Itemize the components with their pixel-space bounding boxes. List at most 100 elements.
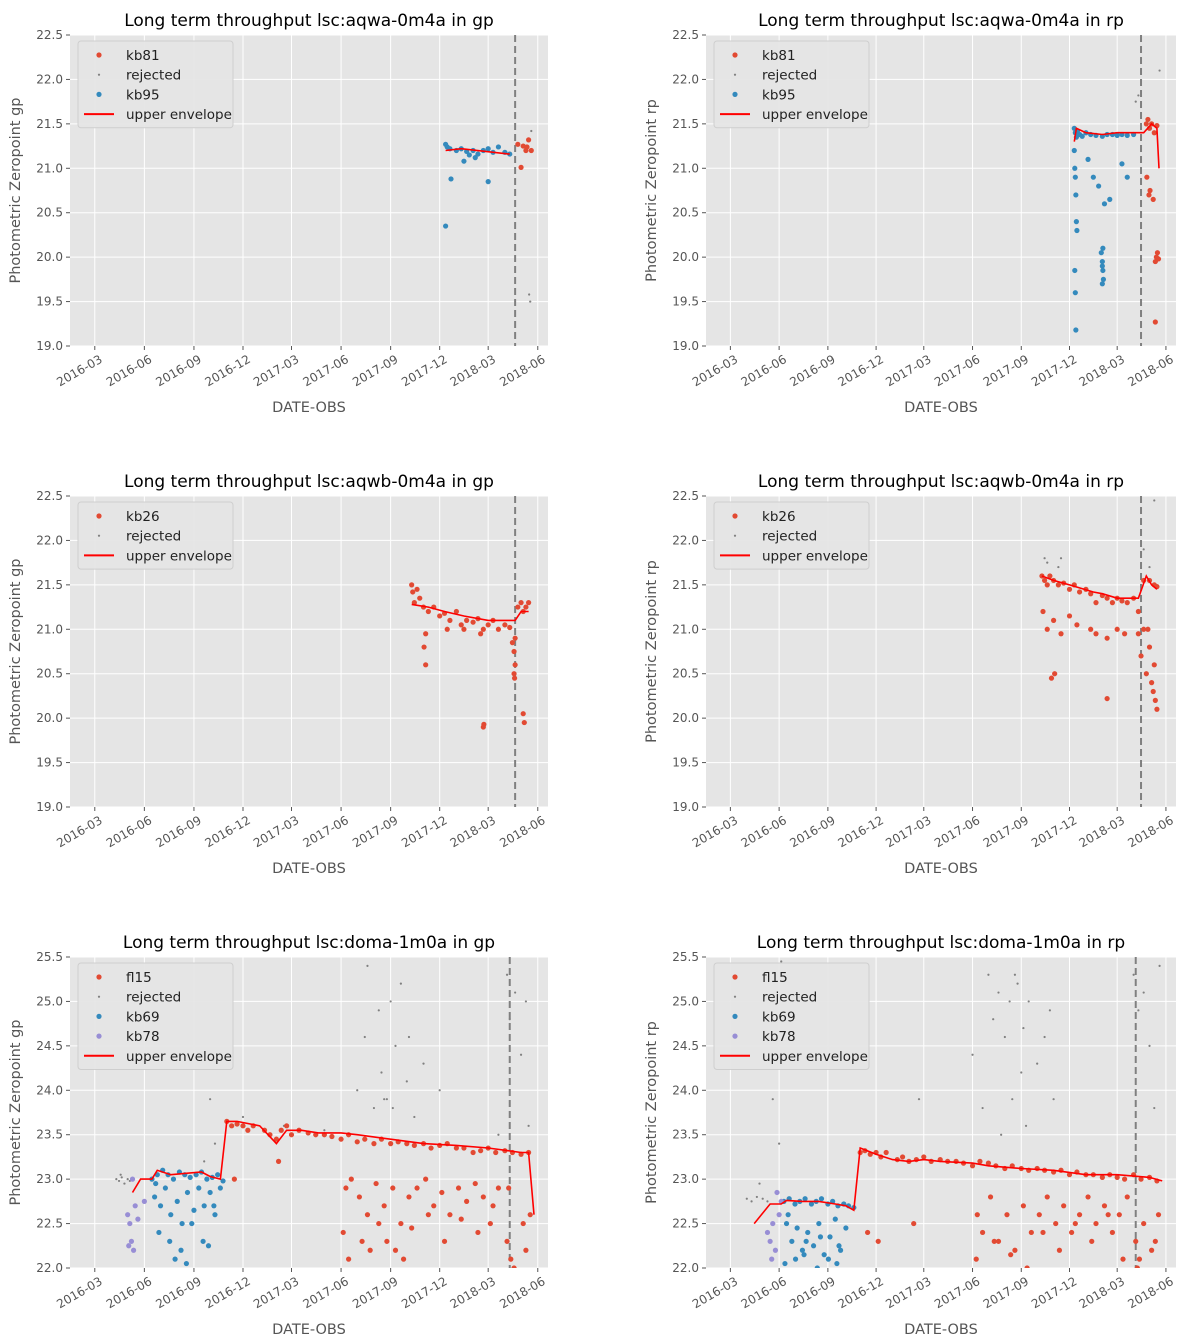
fl15-point	[425, 1212, 431, 1218]
y-tick-label: 21.5	[672, 117, 699, 131]
kb26-point	[458, 622, 464, 628]
kb78-point	[127, 1220, 133, 1227]
fl15-point	[329, 1133, 335, 1140]
kb26-point	[1114, 626, 1120, 632]
x-tick-label: 2018-03	[1077, 352, 1127, 389]
kb69-point	[785, 1212, 791, 1218]
x-tick-label: 2018-06	[497, 352, 547, 389]
fl15-point	[343, 1185, 349, 1191]
kb26-point	[478, 631, 484, 637]
kb69-point	[156, 1229, 162, 1236]
kb26-point	[1093, 600, 1099, 606]
legend-label: kb95	[126, 87, 160, 103]
data-layer	[409, 496, 532, 807]
rejected-point	[758, 1182, 761, 1185]
fl15-point	[921, 1154, 927, 1160]
x-tick-label: 2016-09	[153, 1274, 203, 1311]
kb95-point	[1072, 267, 1078, 274]
legend-label: upper envelope	[126, 1049, 232, 1065]
fl15-point	[974, 1212, 980, 1218]
kb26-point	[1151, 662, 1157, 668]
legend-swatch-dot	[96, 1013, 102, 1020]
x-tick-label: 2017-06	[932, 1274, 982, 1311]
kb26-point	[515, 604, 521, 610]
kb26-point	[1052, 671, 1058, 677]
rejected-point	[514, 991, 517, 994]
rejected-point	[1142, 991, 1145, 994]
kb69-point	[802, 1196, 808, 1202]
data-layer	[443, 35, 534, 346]
kb69-point	[215, 1172, 221, 1178]
kb26-point	[1104, 595, 1110, 601]
rejected-point	[1137, 94, 1140, 97]
x-tick-label: 2016-06	[104, 813, 154, 850]
kb69-point	[179, 1220, 185, 1227]
rejected-point	[519, 1053, 523, 1056]
rejected-point	[1008, 1000, 1011, 1003]
fl15-point	[400, 1256, 407, 1262]
kb69-point	[178, 1247, 184, 1253]
kb26-point	[1050, 617, 1057, 624]
rejected-point	[1158, 69, 1161, 72]
x-tick-label: 2017-09	[350, 352, 400, 389]
kb78-point	[776, 1212, 782, 1218]
legend-swatch-dot	[96, 1033, 102, 1039]
y-tick-label: 22.0	[672, 533, 699, 547]
kb78-point	[125, 1212, 131, 1218]
x-axis-label: DATE-OBS	[904, 400, 978, 416]
rejected-point	[755, 1195, 758, 1199]
rejected-point	[1153, 499, 1156, 502]
fl15-point	[245, 1127, 251, 1133]
kb78-point	[770, 1220, 776, 1227]
kb69-point	[832, 1216, 838, 1222]
fl15-point	[1109, 1229, 1116, 1236]
legend-swatch-dot	[96, 974, 102, 980]
y-tick-label: 21.5	[36, 578, 63, 592]
x-axis-label: DATE-OBS	[272, 861, 346, 877]
kb26-point	[425, 608, 431, 615]
rejected-point	[123, 1182, 126, 1185]
rejected-point	[389, 1000, 392, 1003]
fl15-point	[367, 1247, 373, 1253]
x-tick-label: 2016-03	[54, 1274, 104, 1311]
rejected-point	[1013, 973, 1017, 976]
legend-swatch-dot	[733, 534, 737, 537]
kb69-point	[799, 1247, 806, 1253]
fl15-point	[1136, 1256, 1143, 1262]
x-tick-label: 2018-03	[1077, 813, 1127, 850]
fl15-point	[234, 1121, 240, 1127]
data-layer	[745, 957, 1163, 1268]
kb78-point	[132, 1203, 138, 1209]
x-tick-label: 2016-12	[202, 1274, 252, 1311]
x-tick-label: 2016-09	[787, 352, 837, 389]
data-layer	[1039, 496, 1160, 807]
kb69-point	[207, 1189, 213, 1196]
kb26-point	[480, 626, 486, 632]
rejected-point	[405, 1080, 408, 1083]
fl15-point	[381, 1203, 387, 1209]
fl15-point	[969, 1163, 976, 1169]
kb95-point	[475, 151, 481, 157]
kb95-point	[1107, 196, 1113, 202]
legend-label: rejected	[126, 529, 181, 545]
series-kb78	[125, 1176, 147, 1253]
kb26-point	[1122, 631, 1128, 637]
y-axis-label: Photometric Zeropoint gp	[8, 558, 24, 744]
x-tick-label: 2016-09	[787, 1274, 837, 1311]
kb95-point	[1072, 290, 1078, 296]
x-tick-label: 2018-03	[448, 1274, 498, 1311]
series-rejected	[1134, 69, 1161, 103]
fl15-point	[464, 1198, 470, 1204]
rejected-point	[771, 1098, 774, 1101]
rejected-point	[377, 1009, 380, 1012]
rejected-point	[917, 1098, 921, 1101]
rejected-point	[1153, 1106, 1156, 1110]
fl15-point	[455, 1185, 462, 1191]
kb81-point	[515, 141, 521, 147]
legend-label: kb69	[762, 1009, 796, 1025]
kb69-point	[782, 1260, 788, 1267]
kb69-point	[200, 1238, 206, 1244]
fl15-point	[527, 1212, 533, 1218]
rejected-point	[413, 1115, 416, 1119]
